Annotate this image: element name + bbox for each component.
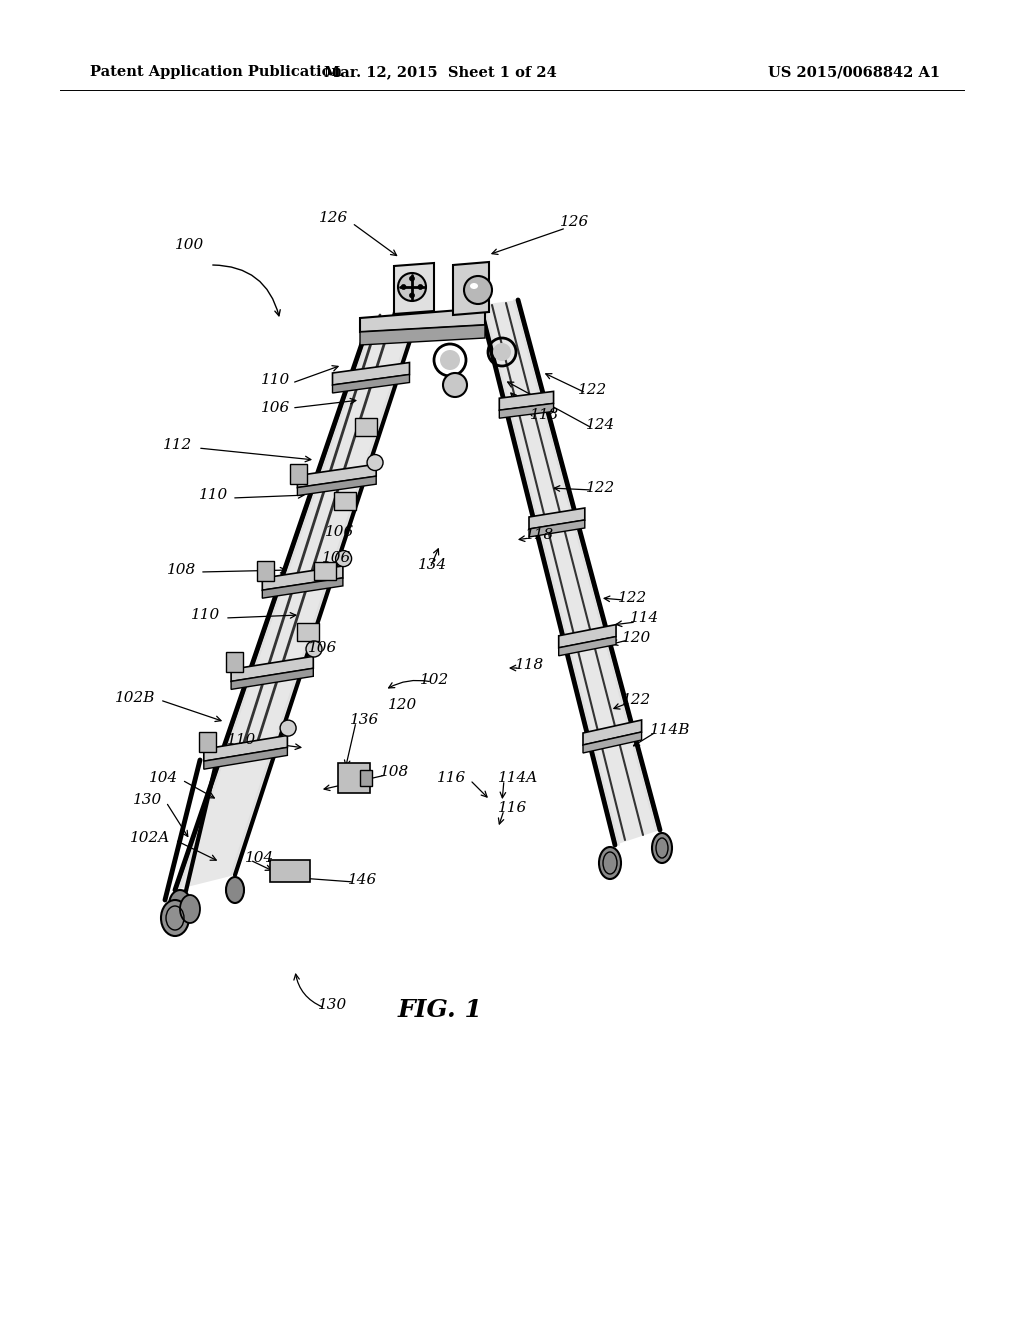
Text: 110: 110 (261, 374, 290, 387)
Circle shape (398, 273, 426, 301)
Circle shape (281, 721, 296, 737)
Ellipse shape (161, 900, 189, 936)
Text: 112: 112 (163, 438, 193, 451)
Polygon shape (297, 623, 318, 642)
Circle shape (336, 550, 351, 566)
Polygon shape (480, 300, 660, 845)
Text: 110: 110 (190, 609, 220, 622)
Polygon shape (297, 477, 376, 495)
Text: 104: 104 (245, 851, 274, 865)
Text: 126: 126 (318, 211, 348, 224)
Circle shape (410, 276, 415, 281)
Text: 104: 104 (148, 771, 178, 785)
Polygon shape (355, 418, 377, 437)
Polygon shape (360, 308, 485, 333)
Polygon shape (559, 624, 616, 648)
Text: 122: 122 (578, 383, 607, 397)
Ellipse shape (169, 890, 191, 920)
Text: 106: 106 (261, 401, 290, 414)
Text: 100: 100 (175, 238, 204, 252)
Text: 134: 134 (418, 558, 447, 572)
Circle shape (401, 285, 407, 289)
Circle shape (443, 374, 467, 397)
Circle shape (410, 293, 415, 298)
Text: 114B: 114B (650, 723, 690, 737)
Polygon shape (291, 463, 307, 484)
Polygon shape (257, 561, 274, 581)
Ellipse shape (599, 847, 621, 879)
Text: 116: 116 (437, 771, 466, 785)
Text: 106: 106 (308, 642, 337, 655)
Text: 126: 126 (560, 215, 589, 228)
Polygon shape (204, 747, 288, 770)
Text: 146: 146 (348, 873, 377, 887)
Text: 108: 108 (167, 564, 196, 577)
Text: 130: 130 (133, 793, 162, 807)
Text: 110: 110 (199, 488, 228, 502)
Ellipse shape (652, 833, 672, 863)
Text: 118: 118 (525, 528, 554, 543)
Text: 124: 124 (586, 418, 615, 432)
Polygon shape (559, 636, 616, 656)
Polygon shape (175, 310, 420, 890)
Polygon shape (226, 652, 243, 672)
Text: 116: 116 (498, 801, 527, 814)
Polygon shape (360, 770, 372, 785)
Text: 114: 114 (630, 611, 659, 624)
Polygon shape (529, 520, 585, 537)
Text: Mar. 12, 2015  Sheet 1 of 24: Mar. 12, 2015 Sheet 1 of 24 (324, 65, 556, 79)
Polygon shape (262, 566, 343, 590)
Circle shape (418, 285, 423, 289)
Polygon shape (204, 735, 288, 762)
Polygon shape (338, 763, 370, 793)
Ellipse shape (470, 282, 478, 289)
Text: 130: 130 (318, 998, 347, 1012)
Text: US 2015/0068842 A1: US 2015/0068842 A1 (768, 65, 940, 79)
Circle shape (440, 350, 460, 370)
Polygon shape (333, 375, 410, 393)
Polygon shape (333, 363, 410, 385)
Text: 120: 120 (622, 631, 651, 645)
Text: 122: 122 (586, 480, 615, 495)
Ellipse shape (180, 895, 200, 923)
Polygon shape (231, 656, 313, 681)
Text: FIG. 1: FIG. 1 (397, 998, 482, 1022)
Polygon shape (297, 465, 376, 487)
Text: 102B: 102B (115, 690, 155, 705)
Text: 120: 120 (388, 698, 417, 711)
Polygon shape (334, 492, 356, 511)
Text: 136: 136 (350, 713, 379, 727)
Polygon shape (453, 261, 489, 315)
Text: 114A: 114A (498, 771, 539, 785)
Text: 122: 122 (618, 591, 647, 605)
Polygon shape (500, 404, 554, 418)
Text: 106: 106 (322, 550, 351, 565)
Text: Patent Application Publication: Patent Application Publication (90, 65, 342, 79)
Polygon shape (583, 733, 642, 752)
Circle shape (493, 343, 511, 360)
Text: 108: 108 (380, 766, 410, 779)
Polygon shape (199, 731, 216, 752)
Text: 118: 118 (530, 408, 559, 422)
Polygon shape (314, 562, 336, 579)
Polygon shape (231, 668, 313, 689)
Circle shape (306, 642, 322, 657)
Ellipse shape (226, 876, 244, 903)
Polygon shape (500, 392, 554, 411)
Polygon shape (583, 719, 642, 744)
Polygon shape (360, 325, 485, 345)
Polygon shape (262, 578, 343, 598)
Text: 102A: 102A (130, 832, 170, 845)
Text: 102: 102 (420, 673, 450, 686)
Text: 106: 106 (325, 525, 354, 539)
Circle shape (367, 454, 383, 470)
Text: 118: 118 (515, 657, 544, 672)
Polygon shape (394, 263, 434, 314)
Text: 122: 122 (622, 693, 651, 708)
Circle shape (464, 276, 492, 304)
Text: 110: 110 (226, 733, 256, 747)
Polygon shape (529, 508, 585, 529)
Polygon shape (270, 861, 310, 882)
